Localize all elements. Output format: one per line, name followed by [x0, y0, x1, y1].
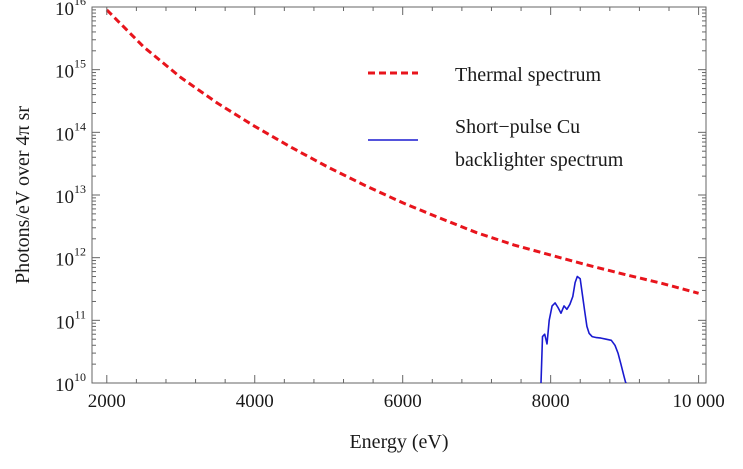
y-tick-label: 1013 — [55, 182, 86, 208]
y-tick-base: 10 — [55, 312, 74, 333]
x-tick-label: 4000 — [236, 391, 274, 412]
y-tick-base: 10 — [55, 375, 74, 396]
y-tick-exponent: 13 — [74, 182, 86, 196]
y-tick-exponent: 14 — [74, 119, 86, 133]
x-tick-label: 6000 — [384, 391, 422, 412]
x-axis-label: Energy (eV) — [349, 431, 448, 453]
x-tick-label: 8000 — [532, 391, 570, 412]
y-tick-label: 1014 — [55, 119, 86, 145]
legend-label-backlighter-line1: Short−pulse Cu — [455, 116, 580, 138]
y-tick-exponent: 12 — [74, 245, 86, 259]
y-tick-label: 1011 — [55, 307, 86, 333]
legend-label-thermal: Thermal spectrum — [455, 64, 601, 86]
y-tick-label: 1016 — [55, 0, 86, 20]
x-tick-label: 2000 — [88, 391, 126, 412]
y-tick-base: 10 — [55, 124, 74, 145]
x-tick-label: 10 000 — [672, 391, 724, 412]
y-tick-base: 10 — [55, 187, 74, 208]
y-tick-base: 10 — [55, 250, 74, 271]
y-tick-label: 1012 — [55, 245, 86, 271]
plot-frame — [92, 7, 706, 383]
y-axis-label: Photons/eV over 4π sr — [12, 106, 34, 284]
y-tick-label: 1010 — [55, 370, 86, 396]
y-tick-exponent: 16 — [74, 0, 86, 8]
y-tick-base: 10 — [55, 62, 74, 83]
legend-label-backlighter-line2: backlighter spectrum — [455, 149, 624, 171]
y-tick-exponent: 11 — [74, 307, 86, 321]
y-tick-exponent: 15 — [74, 57, 86, 71]
y-tick-label: 1015 — [55, 57, 86, 83]
y-tick-exponent: 10 — [74, 370, 86, 384]
y-tick-base: 10 — [55, 0, 74, 20]
series-line-2 — [541, 277, 626, 384]
